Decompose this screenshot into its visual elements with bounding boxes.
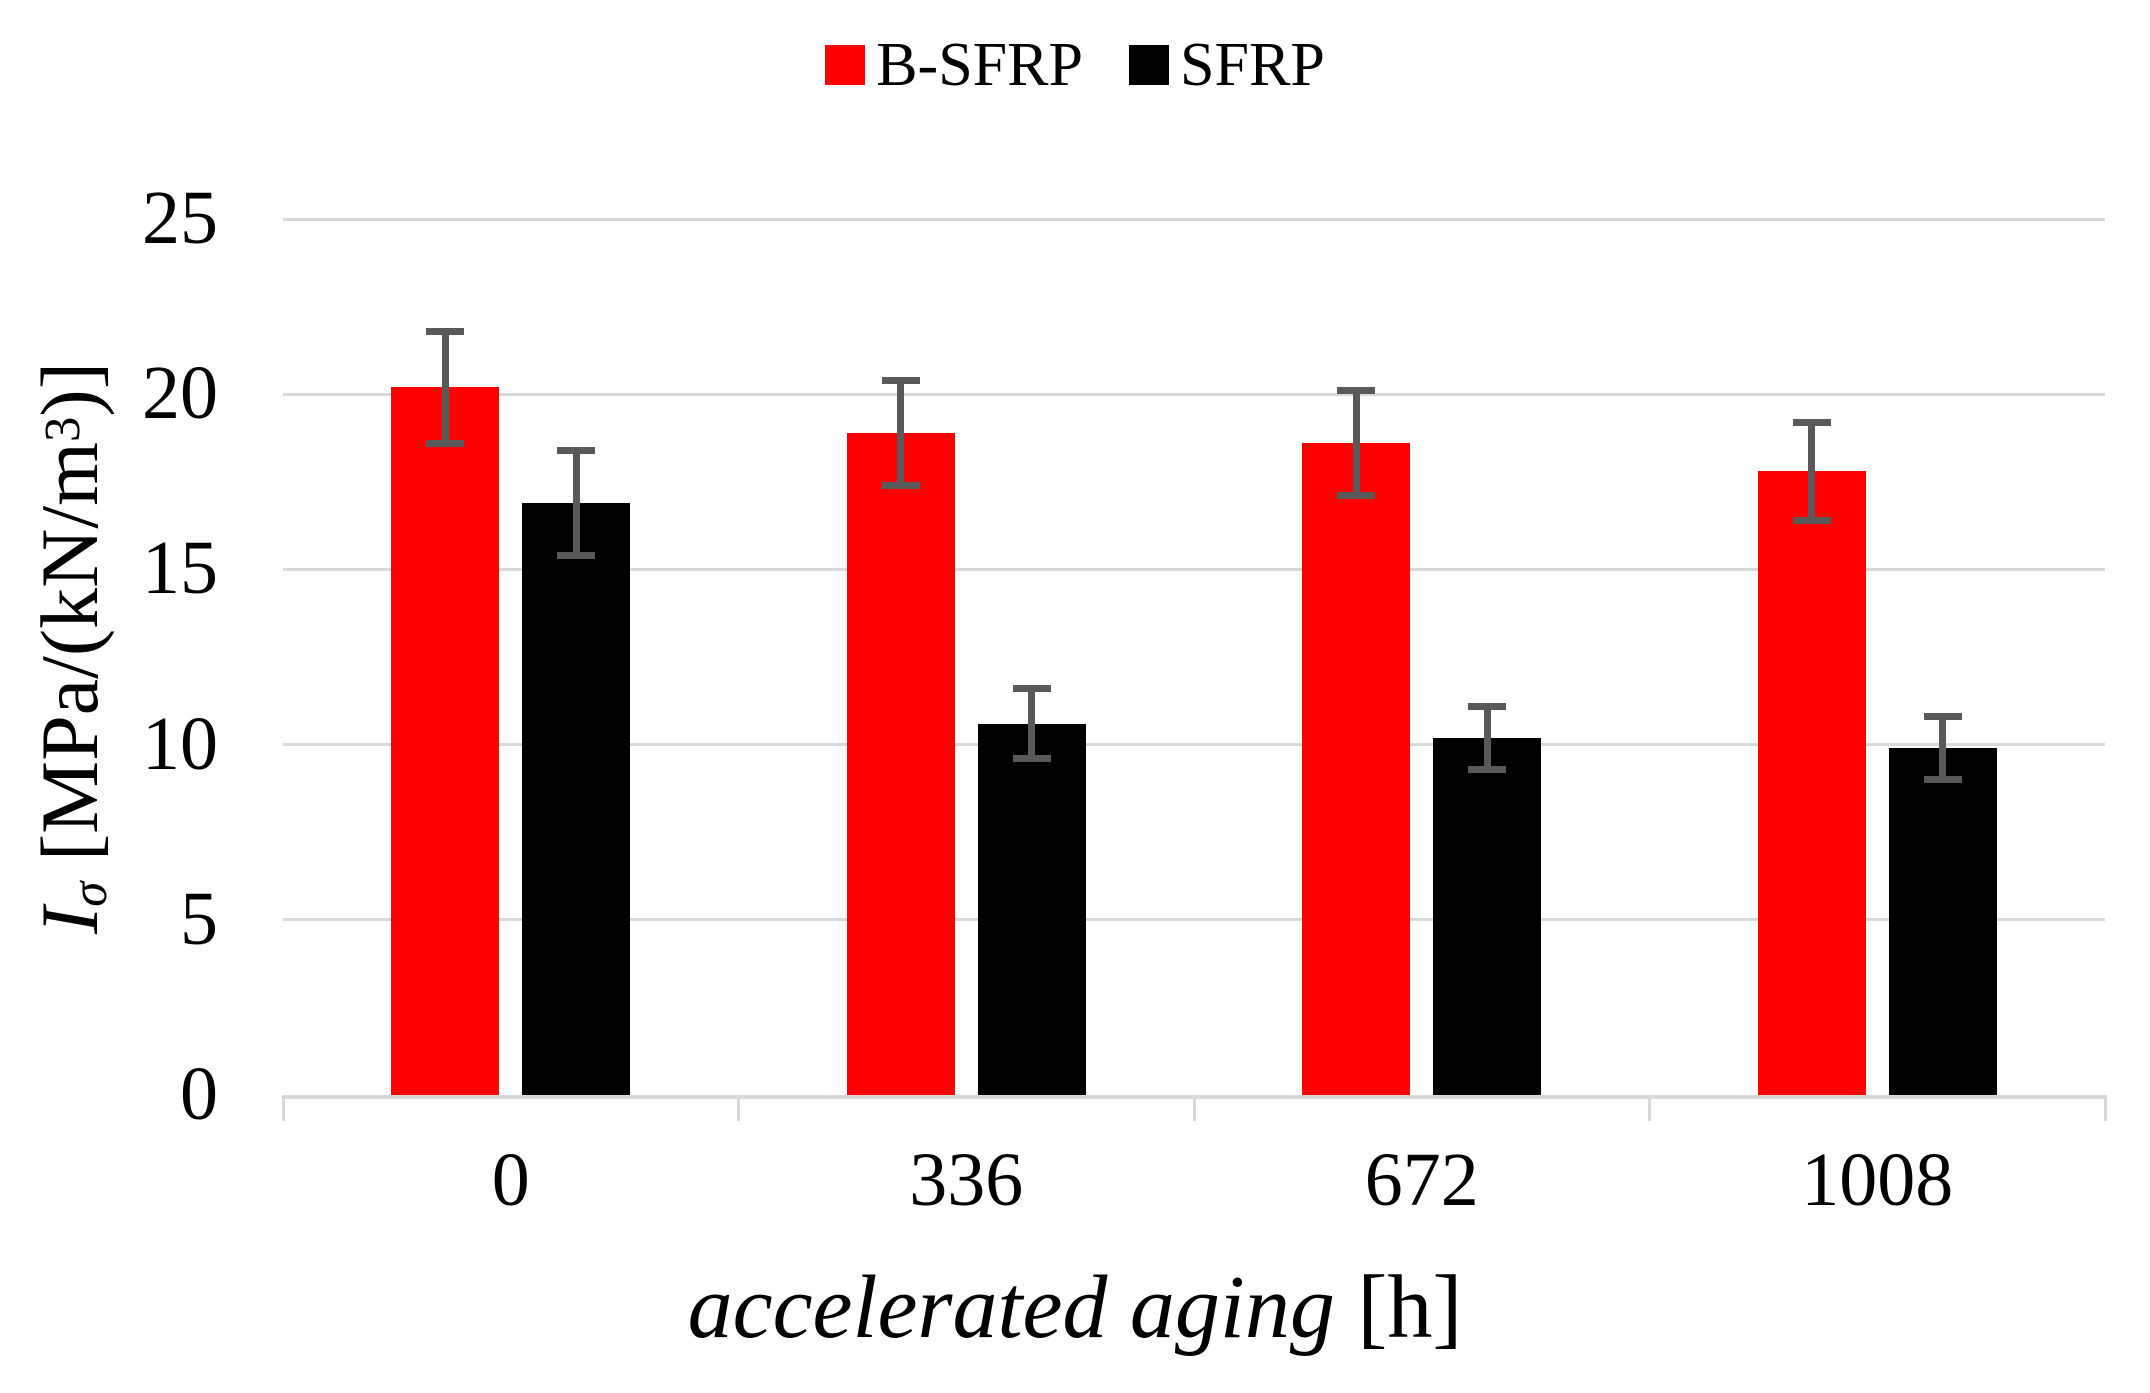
- bar-B-SFRP-336: [846, 432, 955, 1095]
- x-tick-label-336: 336: [909, 1138, 1024, 1222]
- error-bar-B-SFRP-0: [441, 331, 449, 444]
- error-cap-top-SFRP-336: [1012, 685, 1051, 693]
- legend-swatch-b-sfrp: [825, 45, 866, 85]
- y-tick-label-0: 0: [180, 1052, 218, 1136]
- error-cap-top-B-SFRP-1008: [1792, 418, 1831, 426]
- x-axis-tick-4: [2103, 1095, 2107, 1121]
- error-cap-bottom-B-SFRP-672: [1337, 492, 1376, 500]
- y-tick-label-25: 25: [142, 176, 218, 260]
- y-tick-label-5: 5: [180, 876, 218, 961]
- error-cap-top-B-SFRP-336: [881, 376, 920, 384]
- error-cap-top-B-SFRP-0: [426, 327, 465, 335]
- error-bar-B-SFRP-1008: [1808, 422, 1816, 521]
- error-cap-top-SFRP-0: [557, 446, 596, 454]
- x-axis-tick-3: [1648, 1095, 1651, 1121]
- error-cap-top-B-SFRP-672: [1337, 387, 1376, 395]
- y-tick-label-20: 20: [142, 351, 218, 436]
- error-cap-bottom-B-SFRP-336: [881, 481, 920, 489]
- y-title-unit-prefix: [MPa/(kN/m: [24, 442, 116, 882]
- error-cap-bottom-SFRP-672: [1468, 765, 1507, 773]
- x-tick-label-672: 672: [1364, 1138, 1479, 1222]
- bar-SFRP-1008: [1888, 748, 1997, 1095]
- error-bar-SFRP-1008: [1939, 716, 1947, 780]
- x-title-text: accelerated aging: [687, 1258, 1335, 1357]
- y-axis-title: Iσ [MPa/(kN/m3)]: [24, 362, 117, 934]
- error-cap-bottom-SFRP-1008: [1923, 776, 1962, 784]
- x-axis-title: accelerated aging [h]: [0, 1256, 2150, 1360]
- gridline-10: [283, 743, 2105, 747]
- gridline-20: [283, 392, 2105, 396]
- error-bar-SFRP-0: [572, 450, 580, 556]
- bar-B-SFRP-0: [391, 387, 500, 1095]
- gridline-5: [283, 918, 2105, 922]
- gridline-15: [283, 567, 2105, 571]
- legend-item-b-sfrp: B-SFRP: [825, 34, 1083, 96]
- legend-item-sfrp: SFRP: [1129, 34, 1325, 96]
- error-cap-bottom-SFRP-0: [557, 551, 596, 559]
- error-cap-top-SFRP-672: [1468, 702, 1507, 710]
- error-cap-bottom-SFRP-336: [1012, 755, 1051, 763]
- error-cap-top-SFRP-1008: [1923, 713, 1962, 721]
- bar-SFRP-672: [1433, 737, 1542, 1095]
- x-axis-tick-2: [1192, 1095, 1196, 1121]
- error-bar-SFRP-672: [1483, 706, 1491, 770]
- x-title-unit: [h]: [1334, 1258, 1463, 1357]
- y-tick-label-15: 15: [142, 526, 218, 611]
- legend-label-b-sfrp: B-SFRP: [876, 31, 1083, 99]
- bar-B-SFRP-1008: [1757, 471, 1866, 1095]
- error-cap-bottom-B-SFRP-0: [426, 439, 465, 447]
- gridline-25: [283, 217, 2105, 221]
- x-axis-tick-1: [737, 1095, 740, 1121]
- x-tick-label-0: 0: [491, 1138, 530, 1222]
- chart-legend: B-SFRP SFRP: [0, 34, 2150, 96]
- bar-SFRP-0: [522, 502, 631, 1095]
- y-tick-label-10: 10: [142, 701, 218, 786]
- error-cap-bottom-B-SFRP-1008: [1792, 516, 1831, 524]
- error-bar-SFRP-336: [1028, 688, 1036, 759]
- legend-label-sfrp: SFRP: [1180, 31, 1325, 99]
- x-tick-label-1008: 1008: [1801, 1138, 1954, 1222]
- x-axis-tick-0: [281, 1095, 285, 1121]
- bar-B-SFRP-672: [1302, 443, 1411, 1095]
- error-bar-B-SFRP-672: [1352, 390, 1360, 496]
- error-bar-B-SFRP-336: [897, 380, 905, 486]
- legend-swatch-sfrp: [1129, 45, 1169, 85]
- bar-SFRP-336: [977, 723, 1086, 1095]
